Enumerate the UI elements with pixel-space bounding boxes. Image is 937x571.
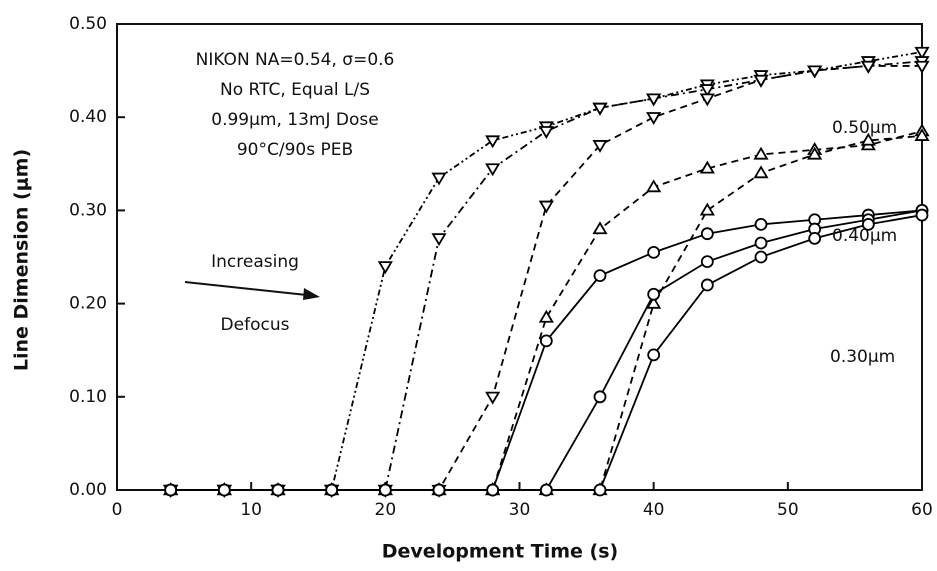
marker xyxy=(699,84,715,98)
annotation: 0.50μm xyxy=(832,118,897,138)
annotation: No RTC, Equal L/S xyxy=(220,80,370,100)
marker xyxy=(592,102,608,116)
marker xyxy=(432,483,446,497)
annotation: Defocus xyxy=(221,315,290,335)
marker xyxy=(592,221,608,235)
marker xyxy=(431,233,447,247)
marker xyxy=(538,200,554,214)
marker xyxy=(914,46,930,60)
marker xyxy=(217,483,231,497)
marker xyxy=(754,250,768,264)
marker xyxy=(593,269,607,283)
marker xyxy=(646,179,662,193)
marker xyxy=(754,236,768,250)
marker xyxy=(914,128,930,141)
marker xyxy=(808,231,822,245)
marker xyxy=(646,112,662,125)
marker xyxy=(861,217,875,231)
x-tick-label: 10 xyxy=(240,500,262,520)
x-tick-label: 60 xyxy=(911,500,933,520)
x-tick-label: 20 xyxy=(375,500,397,520)
marker xyxy=(753,74,769,88)
annotation: 90°C/90s PEB xyxy=(237,140,353,160)
marker xyxy=(485,163,501,177)
annotation: NIKON NA=0.54, σ=0.6 xyxy=(196,50,395,70)
x-axis-label: Development Time (s) xyxy=(382,541,618,563)
x-tick-label: 30 xyxy=(509,500,531,520)
marker xyxy=(699,160,715,174)
y-tick-label: 0.30 xyxy=(69,200,107,220)
marker xyxy=(915,208,929,222)
marker xyxy=(860,132,876,146)
marker xyxy=(647,287,661,301)
marker xyxy=(860,60,876,74)
marker xyxy=(538,126,554,139)
marker xyxy=(325,483,339,497)
y-tick-label: 0.40 xyxy=(69,107,107,127)
marker xyxy=(271,483,285,497)
marker xyxy=(592,140,608,153)
marker xyxy=(807,65,823,79)
marker xyxy=(485,135,501,149)
marker xyxy=(593,483,607,497)
marker xyxy=(753,146,769,160)
y-tick-label: 0.50 xyxy=(69,14,107,34)
annotation: Increasing xyxy=(211,252,299,272)
y-tick-label: 0.10 xyxy=(69,387,107,407)
x-tick-label: 0 xyxy=(112,500,123,520)
marker xyxy=(164,483,178,497)
x-tick-label: 40 xyxy=(643,500,665,520)
marker xyxy=(754,217,768,231)
marker xyxy=(646,93,662,107)
annotation: 0.99μm, 13mJ Dose xyxy=(211,110,378,130)
marker xyxy=(485,391,501,405)
marker xyxy=(699,202,715,216)
marker xyxy=(378,483,392,497)
arrow-head xyxy=(303,288,320,300)
marker xyxy=(700,278,714,292)
annotation: 0.40μm xyxy=(832,226,897,246)
marker xyxy=(753,165,769,179)
marker xyxy=(700,227,714,241)
marker xyxy=(914,60,930,74)
annotation: 0.30μm xyxy=(830,347,895,367)
marker xyxy=(539,483,553,497)
marker xyxy=(377,261,393,275)
marker xyxy=(538,309,554,323)
y-axis-label: Line Dimension (μm) xyxy=(11,149,33,371)
x-tick-label: 50 xyxy=(777,500,799,520)
marker xyxy=(593,390,607,404)
y-tick-label: 0.00 xyxy=(69,480,107,500)
marker xyxy=(486,483,500,497)
marker xyxy=(807,146,823,160)
marker xyxy=(431,172,447,186)
y-tick-label: 0.20 xyxy=(69,294,107,314)
marker xyxy=(539,334,553,348)
marker xyxy=(646,295,662,309)
marker xyxy=(647,245,661,259)
arrow xyxy=(184,281,317,297)
marker xyxy=(647,348,661,362)
marker xyxy=(700,255,714,269)
marker xyxy=(699,93,715,107)
